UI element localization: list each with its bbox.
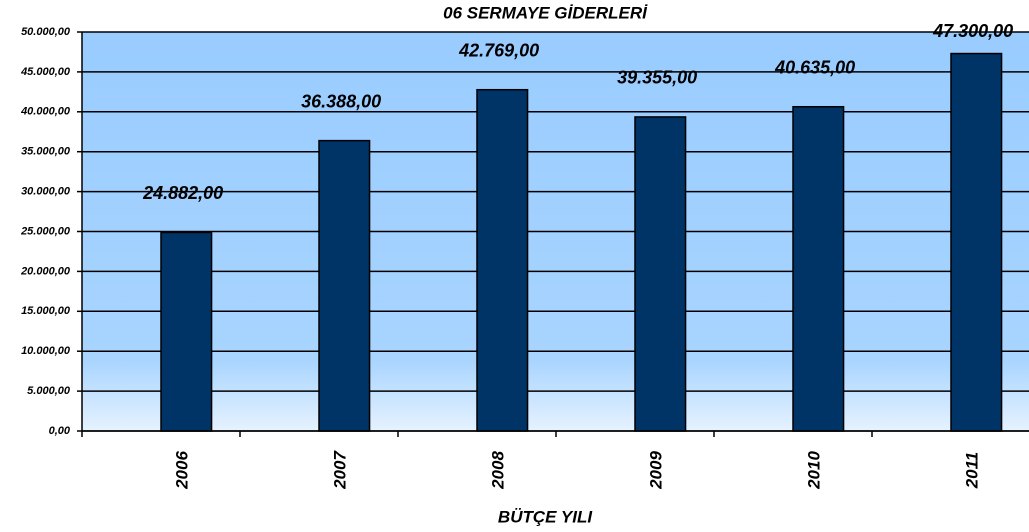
bar <box>318 139 371 432</box>
y-tick-label: 15.000,00 <box>21 305 71 317</box>
value-label: 40.635,00 <box>774 57 855 77</box>
y-tick-label: 45.000,00 <box>20 66 71 78</box>
x-tick-label: 2006 <box>173 451 192 490</box>
y-tick-label: 5.000,00 <box>27 385 71 397</box>
x-axis-title: BÜTÇE YILI <box>498 507 593 526</box>
value-label: 24.882,00 <box>142 183 223 203</box>
y-tick-label: 0,00 <box>49 425 71 437</box>
x-tick-label: 2007 <box>331 450 350 490</box>
y-tick-label: 20.000,00 <box>20 265 71 277</box>
bar <box>634 116 687 432</box>
chart-title: 06 SERMAYE GİDERLERİ <box>443 3 648 22</box>
value-label: 39.355,00 <box>617 68 697 88</box>
y-tick-label: 50.000,00 <box>21 26 71 38</box>
bar <box>160 231 213 432</box>
x-tick-label: 2011 <box>963 452 982 490</box>
value-label: 36.388,00 <box>301 91 381 111</box>
y-tick-label: 40.000,00 <box>20 106 71 118</box>
y-tick-label: 30.000,00 <box>21 186 71 198</box>
value-label: 42.769,00 <box>458 40 539 60</box>
y-tick-label: 35.000,00 <box>21 146 71 158</box>
bar <box>476 88 529 432</box>
y-tick-label: 25.000,00 <box>20 225 71 237</box>
x-tick-label: 2009 <box>647 451 666 490</box>
bar <box>792 105 845 432</box>
value-label: 47.300,00 <box>932 21 1013 41</box>
x-tick-label: 2010 <box>805 451 824 490</box>
bar <box>950 52 1003 432</box>
y-tick-label: 10.000,00 <box>21 345 71 357</box>
x-tick-label: 2008 <box>489 451 508 490</box>
